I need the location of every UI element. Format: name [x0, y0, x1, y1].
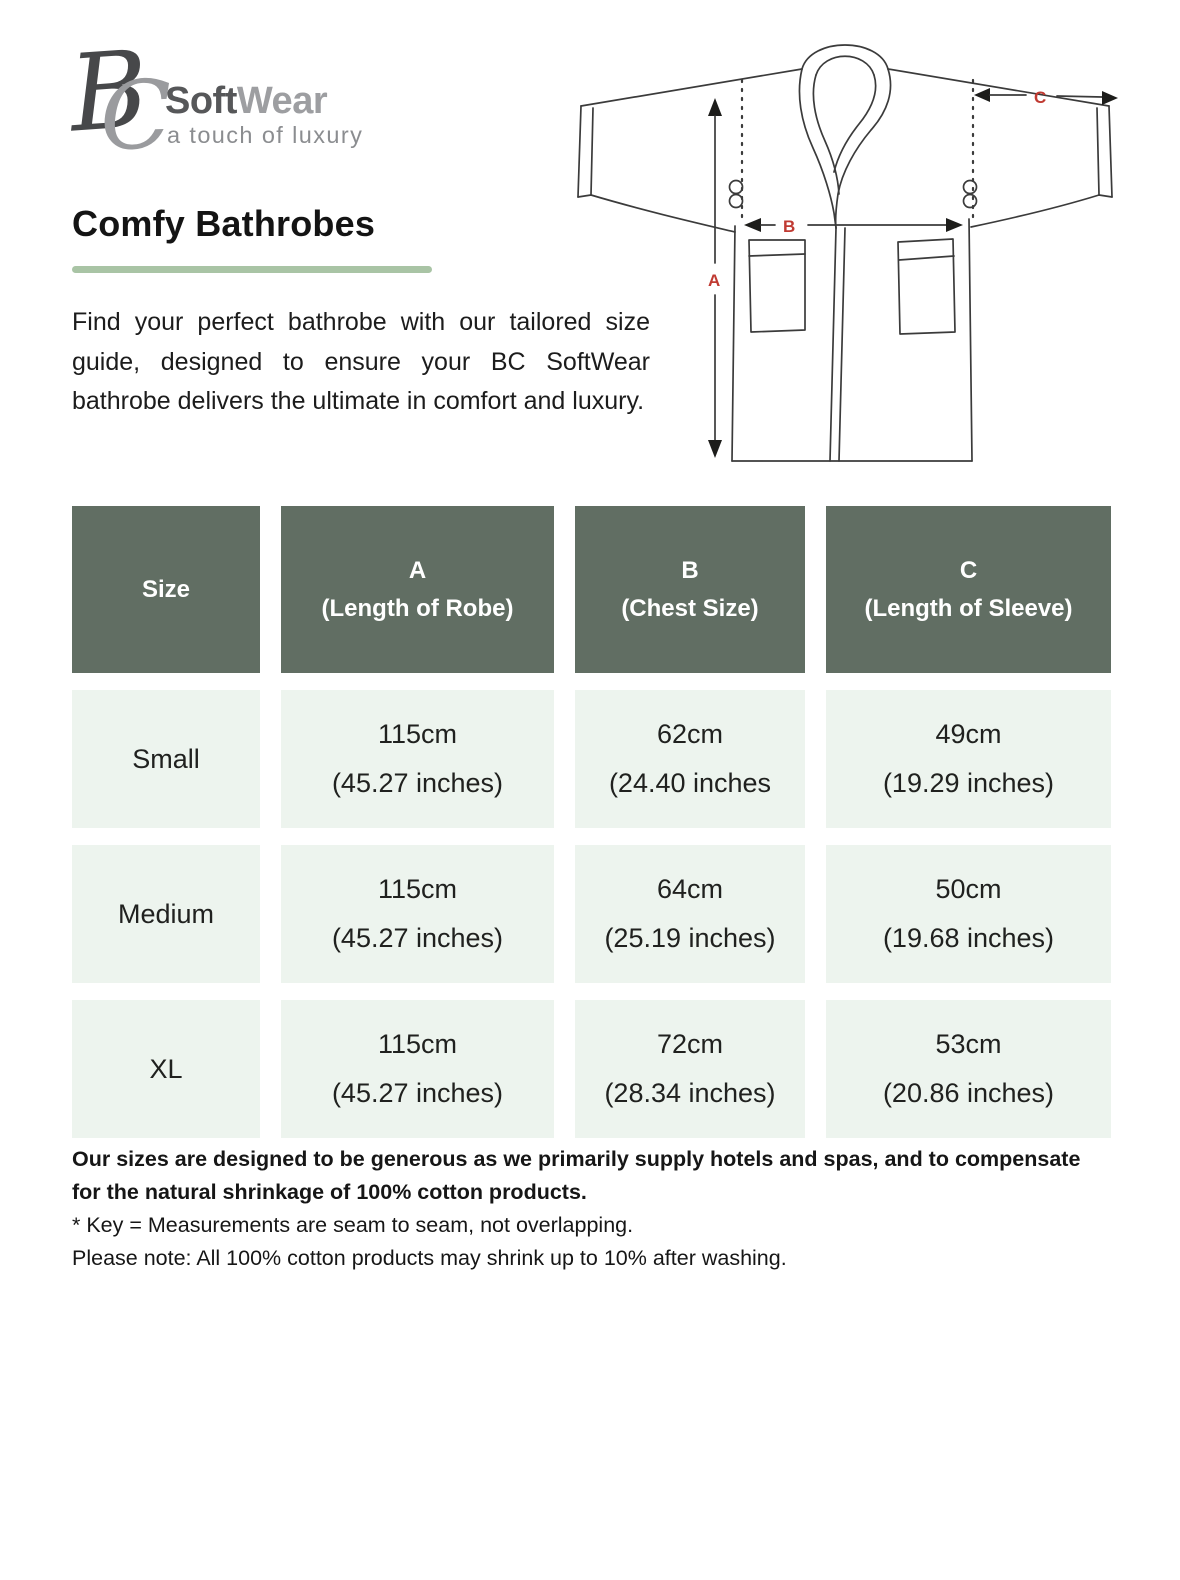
cell-medium-size: Medium: [72, 845, 260, 983]
cell-medium-sleeve: 50cm (19.68 inches): [826, 845, 1111, 983]
monogram-letter-c: C: [98, 60, 174, 173]
size-table: Size A (Length of Robe) B (Chest Size) C…: [72, 506, 1111, 1138]
footnotes: Our sizes are designed to be generous as…: [72, 1143, 1090, 1275]
cell-xl-sleeve: 53cm (20.86 inches): [826, 1000, 1111, 1138]
robe-collar: [798, 44, 892, 229]
cell-small-size: Small: [72, 690, 260, 828]
bc-monogram-icon: B C: [66, 27, 174, 173]
cell-xl-size: XL: [72, 1000, 260, 1138]
robe-outline: [577, 68, 1113, 462]
cell-small-sleeve: 49cm (19.29 inches): [826, 690, 1111, 828]
brand-name-wear: Wear: [236, 80, 328, 122]
dimension-label-b: B: [783, 217, 795, 236]
dimension-arrow-a: A: [708, 98, 722, 458]
table-header-length-of-sleeve: C (Length of Sleeve): [826, 506, 1111, 673]
cell-small-chest: 62cm (24.40 inches: [575, 690, 805, 828]
cell-small-length: 115cm (45.27 inches): [281, 690, 554, 828]
table-header-chest-size: B (Chest Size): [575, 506, 805, 673]
robe-pockets: [748, 238, 956, 335]
cell-xl-length: 115cm (45.27 inches): [281, 1000, 554, 1138]
shrinkage-note: Please note: All 100% cotton products ma…: [72, 1246, 787, 1270]
bathrobe-diagram: A B C: [577, 44, 1118, 462]
cell-medium-chest: 64cm (25.19 inches): [575, 845, 805, 983]
dimension-arrow-b: B: [744, 217, 963, 236]
title-underline: [72, 266, 432, 273]
brand-name-soft: Soft: [165, 80, 237, 122]
sizing-note: Our sizes are designed to be generous as…: [72, 1147, 1081, 1204]
cell-xl-chest: 72cm (28.34 inches): [575, 1000, 805, 1138]
intro-paragraph: Find your perfect bathrobe with our tail…: [72, 308, 650, 415]
dimension-label-c: C: [1034, 88, 1046, 107]
cell-medium-length: 115cm (45.27 inches): [281, 845, 554, 983]
brand-logo: B C SoftWear a touch of luxury: [66, 27, 362, 173]
robe-belt-loops: [728, 179, 978, 209]
table-header-size: Size: [72, 506, 260, 673]
brand-tagline: a touch of luxury: [167, 122, 364, 148]
dimension-label-a: A: [708, 271, 720, 290]
page-title: Comfy Bathrobes: [72, 203, 376, 244]
dimension-arrow-c: C: [974, 88, 1118, 107]
brand-name: SoftWear: [165, 80, 328, 123]
table-header-length-of-robe: A (Length of Robe): [281, 506, 554, 673]
key-note: * Key = Measurements are seam to seam, n…: [72, 1213, 634, 1237]
